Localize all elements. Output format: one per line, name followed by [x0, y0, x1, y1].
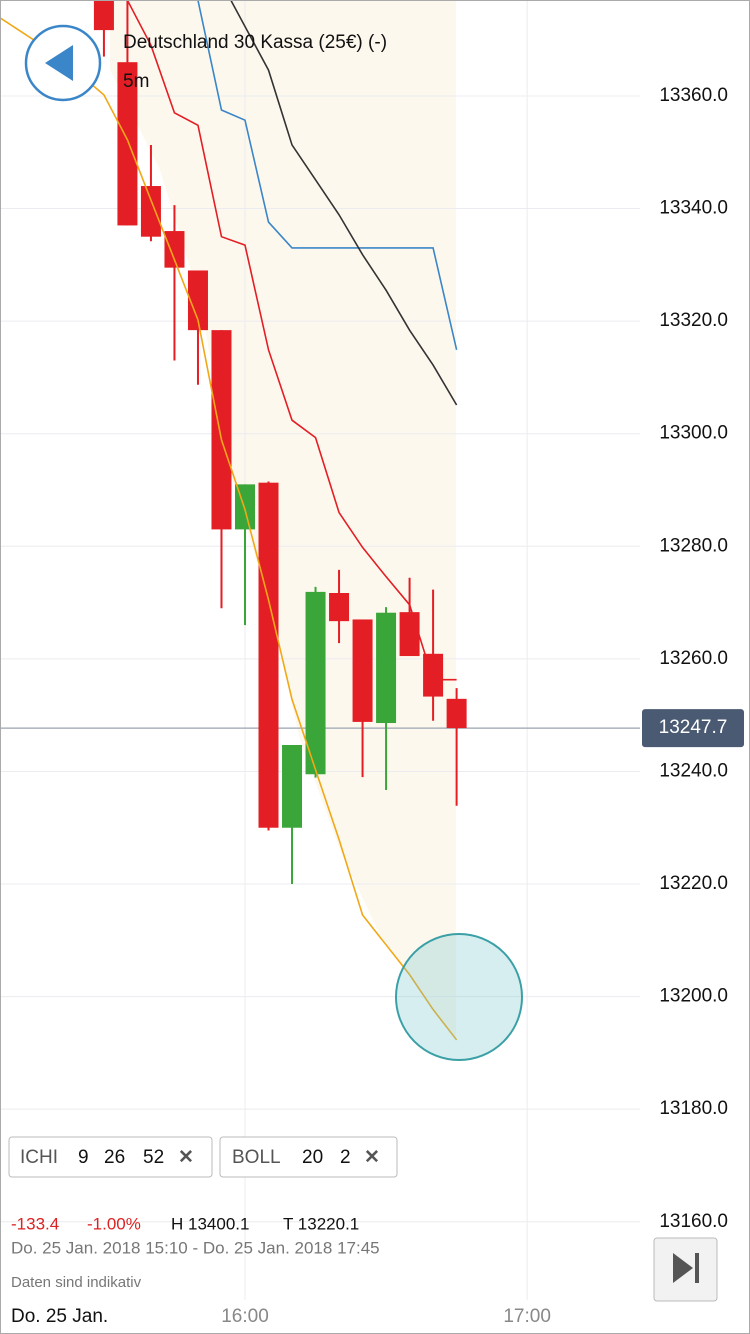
cloud-area — [110, 0, 456, 1040]
indicator-chip[interactable]: ICHI 9 26 52 ✕ — [8, 1136, 213, 1178]
chart-title: Deutschland 30 Kassa (25€) (-) — [123, 32, 387, 53]
indicator-line — [0, 17, 458, 1041]
y-tick-label: 13260.0 — [659, 648, 728, 669]
indicator-chip[interactable]: BOLL 20 2 ✕ — [219, 1136, 398, 1178]
chip-param: 26 — [104, 1147, 125, 1168]
candle-body — [423, 653, 444, 697]
date-label: Do. 25 Jan. — [11, 1306, 108, 1327]
y-tick-label: 13160.0 — [659, 1211, 728, 1232]
candle-body — [352, 619, 373, 722]
candle-body — [329, 593, 350, 622]
y-tick-label: 13360.0 — [659, 85, 728, 106]
x-tick-label: 17:00 — [503, 1306, 551, 1327]
candle-body — [399, 612, 420, 657]
y-tick-label: 13220.0 — [659, 873, 728, 894]
candle-body — [164, 231, 185, 268]
indicator-line — [197, 0, 458, 351]
chip-close[interactable]: ✕ — [364, 1147, 380, 1168]
chip-param: 20 — [302, 1147, 323, 1168]
y-tick-label: 13180.0 — [659, 1098, 728, 1119]
disclaimer: Daten sind indikativ — [11, 1274, 142, 1291]
chip-param: 2 — [340, 1147, 351, 1168]
interval: 5m — [123, 71, 149, 92]
chip-param: 9 — [78, 1147, 89, 1168]
change-pct: -1.00% — [87, 1214, 141, 1233]
touch-indicator — [395, 933, 523, 1061]
chip-box[interactable] — [219, 1136, 398, 1178]
range: Do. 25 Jan. 2018 15:10 - Do. 25 Jan. 201… — [11, 1238, 380, 1257]
x-tick-label: 16:00 — [221, 1306, 269, 1327]
candle-body — [282, 744, 303, 828]
back-icon[interactable] — [45, 45, 73, 81]
candle-body — [258, 482, 279, 828]
end-button[interactable] — [653, 1237, 718, 1302]
candle-body — [211, 330, 232, 530]
chip-name: ICHI — [20, 1147, 58, 1168]
indicator-line — [230, 0, 458, 406]
y-tick-label: 13200.0 — [659, 986, 728, 1007]
chip-box[interactable] — [8, 1136, 213, 1178]
candle-body — [187, 270, 208, 331]
candle-body — [446, 698, 467, 729]
last-price-label: 13247.7 — [659, 717, 728, 738]
chip-close[interactable]: ✕ — [178, 1147, 194, 1168]
candle-body — [93, 0, 114, 31]
candle-body — [305, 591, 326, 775]
chip-param: 52 — [143, 1147, 164, 1168]
indicator-line — [126, 0, 457, 681]
y-tick-label: 13280.0 — [659, 535, 728, 556]
candle-body — [140, 186, 161, 237]
y-tick-label: 13340.0 — [659, 198, 728, 219]
back-button[interactable] — [24, 24, 102, 102]
candle-body — [376, 612, 397, 724]
change: -133.4 — [11, 1214, 59, 1233]
end-icon-bar[interactable] — [695, 1253, 699, 1283]
chip-name: BOLL — [232, 1147, 281, 1168]
y-tick-label: 13300.0 — [659, 423, 728, 444]
candle-body — [117, 62, 138, 226]
end-icon[interactable] — [673, 1253, 693, 1283]
low: T 13220.1 — [283, 1214, 359, 1233]
y-tick-label: 13240.0 — [659, 760, 728, 781]
high: H 13400.1 — [171, 1214, 249, 1233]
last-price-box — [642, 709, 744, 748]
y-tick-label: 13320.0 — [659, 310, 728, 331]
